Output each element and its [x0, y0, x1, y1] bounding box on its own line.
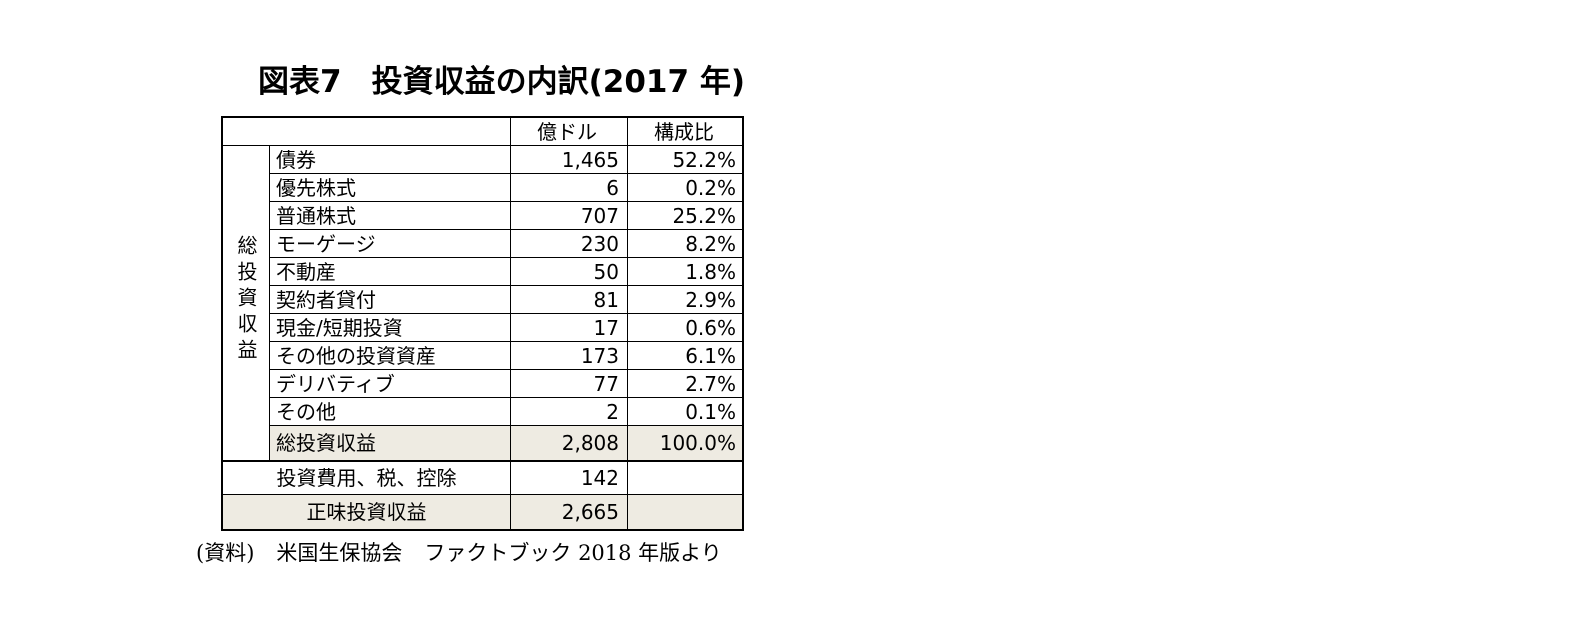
table-row: 現金/短期投資 17 0.6%	[222, 313, 744, 342]
expenses-row: 投資費用、税、控除 142	[221, 460, 744, 495]
side-label: 総投資収益	[234, 235, 258, 365]
source-note: (資料) 米国生保協会 ファクトブック 2018 年版より	[196, 538, 722, 568]
row-share: 0.2%	[627, 173, 744, 202]
row-label: 優先株式	[269, 173, 511, 202]
row-label: 不動産	[269, 257, 511, 286]
row-share: 8.2%	[627, 229, 744, 258]
table-row: 総投資収益 債券 1,465 52.2%	[221, 145, 744, 462]
table-row: 不動産 50 1.8%	[222, 257, 744, 286]
row-label: モーゲージ	[269, 229, 511, 258]
row-share: 25.2%	[627, 201, 744, 230]
source-detail: ファクトブック 2018 年版より	[424, 541, 722, 565]
row-label: 現金/短期投資	[269, 313, 511, 342]
header-share: 構成比	[627, 116, 744, 146]
source-text: 米国生保協会	[276, 541, 403, 565]
row-label: 契約者貸付	[269, 285, 511, 314]
row-value: 230	[510, 229, 628, 258]
expenses-share	[627, 460, 744, 495]
net-value: 2,665	[510, 494, 628, 531]
row-share: 0.6%	[627, 313, 744, 342]
row-label: 普通株式	[269, 201, 511, 230]
table-header-row: 億ドル 構成比	[221, 116, 744, 146]
table-row: その他の投資資産 173 6.1%	[222, 341, 744, 370]
net-share	[627, 494, 744, 531]
row-value: 173	[510, 341, 628, 370]
header-unit: 億ドル	[510, 116, 628, 146]
figure-number: 図表7	[258, 64, 342, 100]
row-label: 債券	[269, 145, 511, 174]
expenses-value: 142	[510, 460, 628, 495]
row-label: デリバティブ	[269, 369, 511, 398]
row-value: 77	[510, 369, 628, 398]
row-value: 81	[510, 285, 628, 314]
investment-income-table: 億ドル 構成比 総投資収益 債券 1,465 52.2% 優先株式 6 0.2%…	[221, 116, 744, 531]
header-blank-cell	[221, 116, 511, 146]
net-income-row: 正味投資収益 2,665	[221, 494, 744, 531]
row-value: 6	[510, 173, 628, 202]
row-share: 0.1%	[627, 397, 744, 426]
table-row: 普通株式 707 25.2%	[222, 201, 744, 230]
figure-title: 図表7 投資収益の内訳(2017 年)	[258, 60, 745, 104]
row-share: 2.7%	[627, 369, 744, 398]
row-value: 707	[510, 201, 628, 230]
row-label: その他	[269, 397, 511, 426]
net-label: 正味投資収益	[221, 494, 511, 531]
table-row: 契約者貸付 81 2.9%	[222, 285, 744, 314]
side-label-cell: 総投資収益	[221, 145, 270, 462]
table-row: その他 2 0.1%	[222, 397, 744, 426]
table-row: モーゲージ 230 8.2%	[222, 229, 744, 258]
figure-title-text: 投資収益の内訳(2017 年)	[371, 64, 745, 100]
row-share: 6.1%	[627, 341, 744, 370]
row-share: 2.9%	[627, 285, 744, 314]
table-row: デリバティブ 77 2.7%	[222, 369, 744, 398]
table-row: 優先株式 6 0.2%	[222, 173, 744, 202]
expenses-label: 投資費用、税、控除	[221, 460, 511, 495]
row-label: その他の投資資産	[269, 341, 511, 370]
row-share: 1.8%	[627, 257, 744, 286]
row-value: 17	[510, 313, 628, 342]
row-share: 52.2%	[627, 145, 744, 174]
row-value: 2	[510, 397, 628, 426]
total-label: 総投資収益	[269, 425, 511, 462]
total-row: 総投資収益 2,808 100.0%	[222, 425, 744, 462]
source-label: (資料)	[196, 541, 255, 565]
total-share: 100.0%	[627, 425, 744, 462]
total-value: 2,808	[510, 425, 628, 462]
row-value: 1,465	[510, 145, 628, 174]
row-value: 50	[510, 257, 628, 286]
